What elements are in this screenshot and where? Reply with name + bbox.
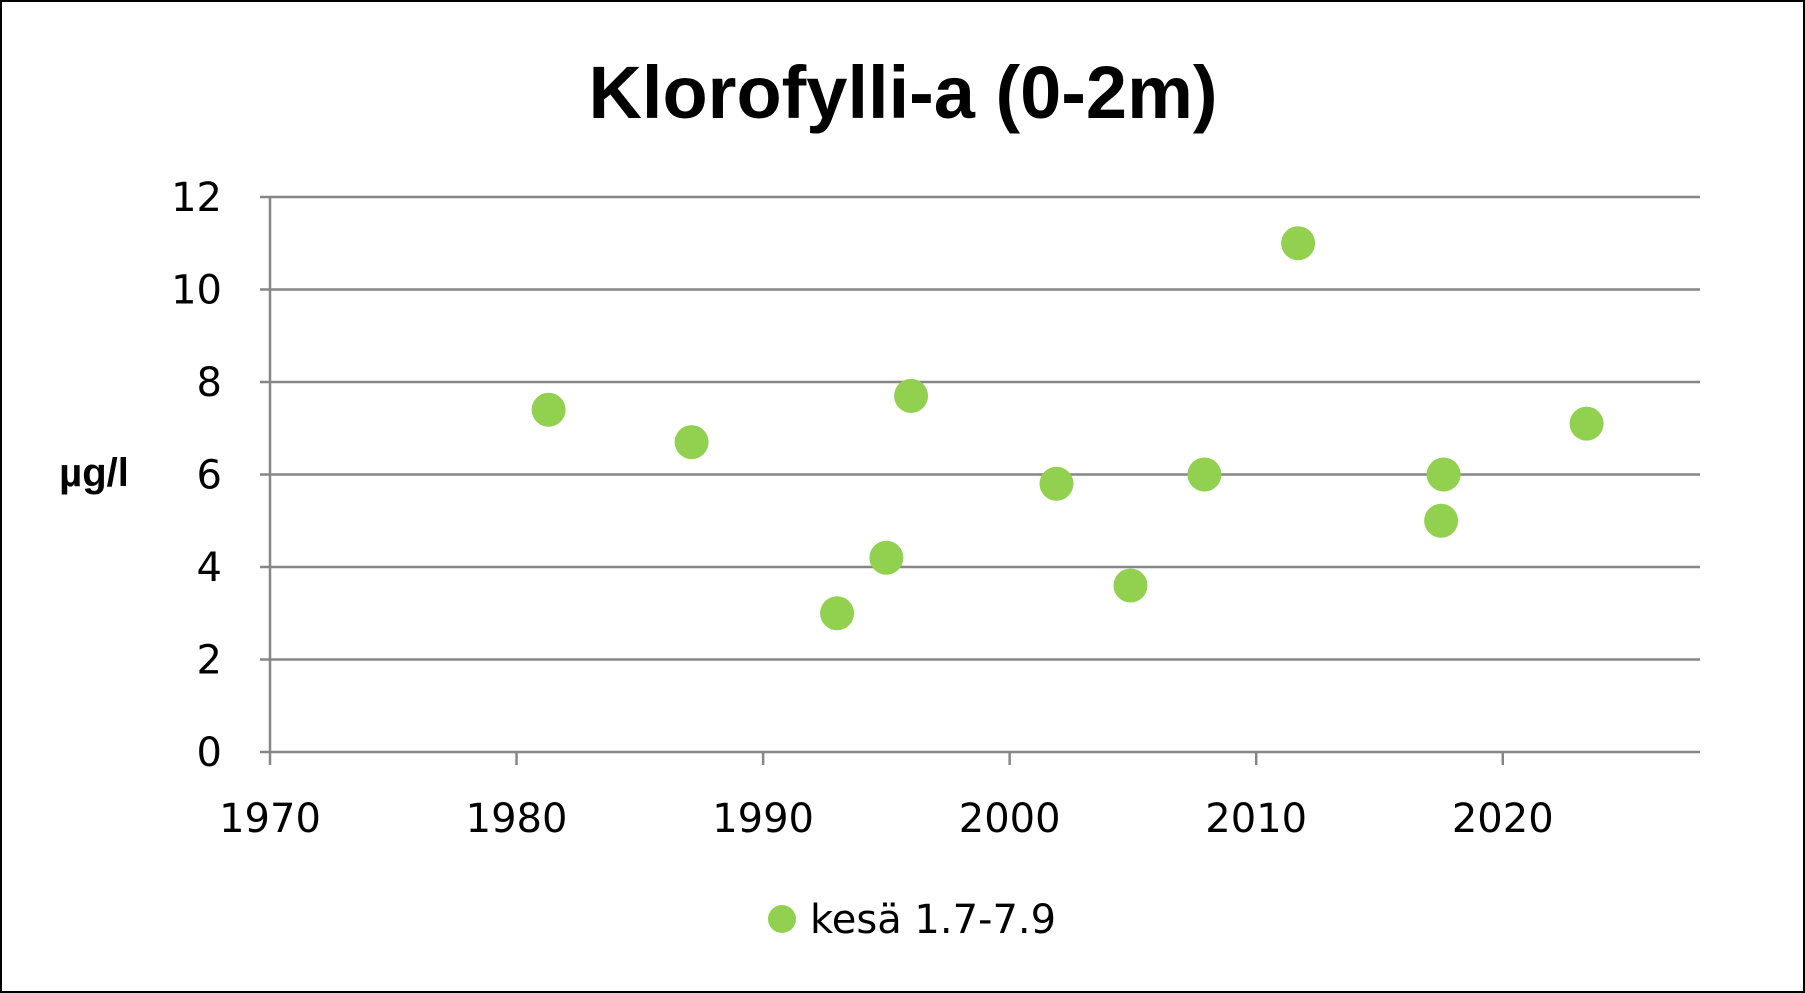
axes xyxy=(260,197,1700,765)
y-axis-label: µg/l xyxy=(59,451,129,495)
data-point xyxy=(894,378,929,413)
data-point xyxy=(1113,568,1148,603)
data-point xyxy=(1039,466,1074,501)
x-tick-label: 2010 xyxy=(1205,796,1307,842)
legend-label: kesä 1.7-7.9 xyxy=(810,897,1056,943)
data-point xyxy=(869,540,904,575)
y-tick-label: 4 xyxy=(197,545,222,591)
gridlines xyxy=(260,195,1700,661)
x-tick-label: 1970 xyxy=(219,796,321,842)
x-tick-label: 1990 xyxy=(712,796,814,842)
legend: kesä 1.7-7.9 xyxy=(768,897,1056,943)
chart-title: Klorofylli-a (0-2m) xyxy=(588,51,1217,134)
tick-labels: 0 2 4 6 8 10 12 1970 1980 1990 2000 2010 2020 xyxy=(171,175,1554,842)
x-tick-label: 2000 xyxy=(959,796,1061,842)
data-point xyxy=(1569,406,1604,441)
data-point xyxy=(1424,503,1459,538)
x-tick-label: 2020 xyxy=(1452,796,1554,842)
data-points xyxy=(531,226,1604,631)
data-point xyxy=(1187,457,1222,492)
data-point xyxy=(1426,457,1461,492)
data-point xyxy=(820,596,855,631)
y-tick-label: 0 xyxy=(197,730,222,776)
legend-marker xyxy=(768,905,796,933)
data-point xyxy=(531,392,566,427)
y-tick-label: 12 xyxy=(171,175,222,221)
y-tick-label: 2 xyxy=(197,638,222,684)
y-tick-label: 10 xyxy=(171,268,222,314)
y-tick-label: 6 xyxy=(197,453,222,499)
y-tick-label: 8 xyxy=(197,360,222,406)
x-tick-label: 1980 xyxy=(466,796,568,842)
data-point xyxy=(1281,226,1316,261)
data-point xyxy=(674,425,709,460)
